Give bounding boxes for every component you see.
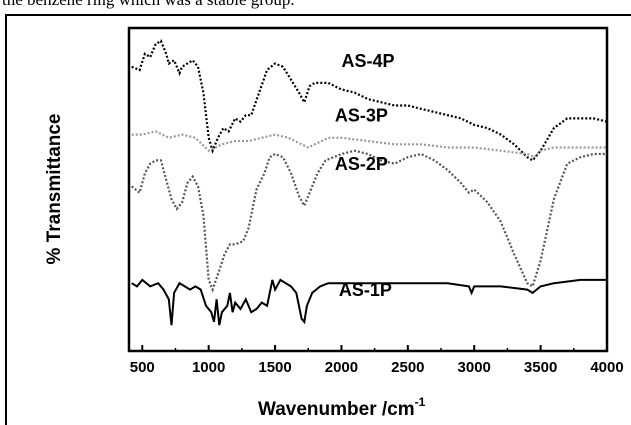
x-tick-label-2500: 2500 (391, 359, 424, 376)
series-labels: AS-4P AS-3P AS-2P AS-1P (335, 51, 395, 300)
series-line-as-3p (131, 130, 607, 159)
x-axis-tick-labels: 500 1000 1500 2000 2500 3000 3500 4000 (130, 359, 624, 376)
series-lines (131, 39, 608, 326)
plot-area (127, 26, 609, 353)
frame-top-border (5, 14, 631, 16)
x-tick-label-1500: 1500 (258, 359, 291, 376)
x-tick-label-3000: 3000 (458, 359, 491, 376)
frame-left-border (5, 14, 7, 425)
x-tick-label-3500: 3500 (524, 359, 557, 376)
x-axis-ticks (141, 345, 608, 351)
series-line-as-2p (131, 149, 607, 293)
series-label-as-1p: AS-1P (339, 280, 392, 300)
series-label-as-3p: AS-3P (335, 106, 388, 126)
x-axis-title: Wavenumber /cm-1 (258, 395, 426, 420)
series-label-as-4p: AS-4P (341, 51, 394, 71)
series-line-as-1p (131, 278, 607, 326)
x-tick-label-4000: 4000 (590, 359, 623, 376)
series-line-as-4p (131, 39, 608, 162)
series-label-as-2p: AS-2P (335, 154, 388, 174)
x-tick-label-500: 500 (130, 359, 155, 376)
y-axis-title: % Transmittance (44, 114, 65, 265)
x-tick-label-2000: 2000 (325, 359, 358, 376)
caption-fragment: the benzene ring which was a stable grou… (2, 0, 295, 10)
x-tick-label-1000: 1000 (192, 359, 225, 376)
x-axis-title-superscript: -1 (415, 395, 426, 409)
